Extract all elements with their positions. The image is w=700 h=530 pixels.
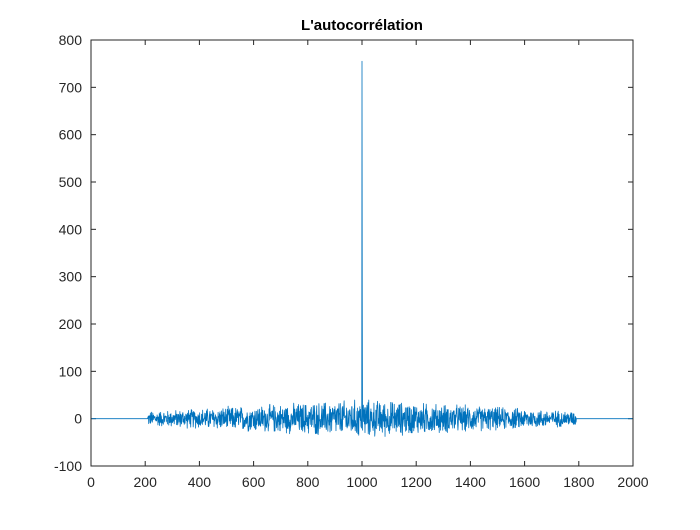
x-tick-label: 0 xyxy=(87,474,95,490)
x-tick-label: 2000 xyxy=(617,474,648,490)
x-tick-label: 600 xyxy=(242,474,266,490)
x-tick-label: 1000 xyxy=(346,474,377,490)
chart-title: L'autocorrélation xyxy=(301,17,423,34)
y-tick-labels: -100 0 100 200 300 400 500 600 700 800 xyxy=(54,32,82,474)
y-tick-label: 500 xyxy=(59,174,83,190)
y-tick-label: 100 xyxy=(59,363,83,379)
x-tick-label: 1200 xyxy=(401,474,432,490)
y-tick-label: 0 xyxy=(74,411,82,427)
y-tick-label: 700 xyxy=(59,79,83,95)
x-tick-label: 400 xyxy=(188,474,212,490)
y-tick-label: 800 xyxy=(59,32,83,48)
x-tick-label: 1400 xyxy=(455,474,486,490)
autocorrelation-series-line xyxy=(91,60,633,437)
y-tick-label: 600 xyxy=(59,127,83,143)
plot-area-box xyxy=(90,39,634,467)
x-tick-label: 1600 xyxy=(509,474,540,490)
series-layer xyxy=(91,60,633,437)
x-tick-label: 200 xyxy=(134,474,158,490)
y-tick-label: -100 xyxy=(54,458,82,474)
x-tick-label: 800 xyxy=(296,474,320,490)
y-tick-label: 400 xyxy=(59,221,83,237)
y-tick-label: 200 xyxy=(59,316,83,332)
y-tick-label: 300 xyxy=(59,269,83,285)
x-tick-label: 1800 xyxy=(563,474,594,490)
x-tick-labels: 0 200 400 600 800 1000 1200 1400 1600 1800 2000 xyxy=(87,474,649,490)
